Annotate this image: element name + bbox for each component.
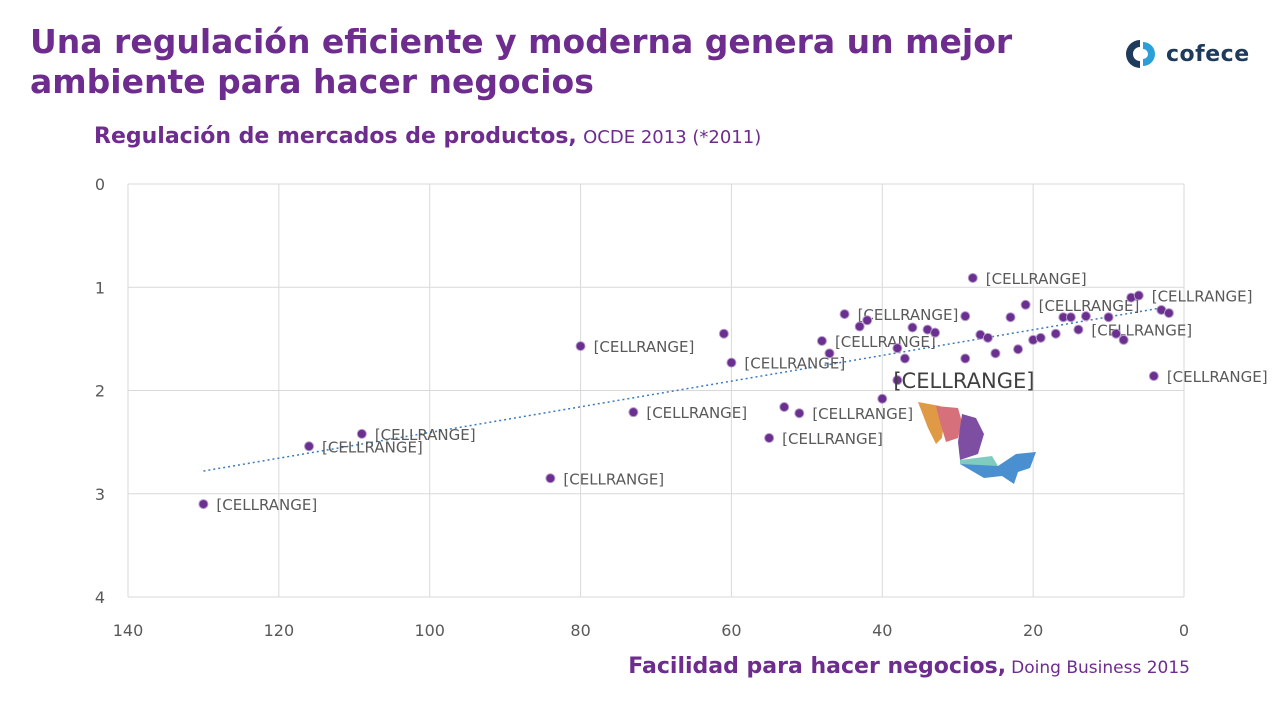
highlight-data-label: [CELLRANGE] [893,369,1034,393]
x-tick-label: 60 [721,621,741,640]
data-point [356,428,367,439]
data-point [1163,308,1174,319]
data-point [892,375,903,386]
data-point [1050,328,1061,339]
data-point [1073,324,1084,335]
y-tick-label: 3 [95,485,105,504]
data-point [1065,312,1076,323]
data-point [907,322,918,333]
data-point [545,473,556,484]
data-label: [CELLRANGE] [812,405,913,423]
map-region-southeast [960,452,1036,484]
data-label: [CELLRANGE] [216,496,317,514]
data-point [960,353,971,364]
data-point [1080,311,1091,322]
data-label: [CELLRANGE] [835,333,936,351]
data-point [982,332,993,343]
data-point [1133,290,1144,301]
y-tick-label: 0 [95,175,105,194]
mexico-map-icon [918,402,1036,484]
cofece-logo: cofece [1122,36,1250,72]
x-axis-title-light: Doing Business 2015 [1011,658,1190,678]
data-point [930,327,941,338]
x-tick-label: 80 [570,621,590,640]
data-point [1005,312,1016,323]
data-point [304,441,315,452]
data-point [877,393,888,404]
data-label: [CELLRANGE] [563,470,664,488]
cofece-logo-icon [1126,40,1155,68]
map-region-center [958,414,984,460]
data-point [794,408,805,419]
data-point [779,402,790,413]
data-label: [CELLRANGE] [322,438,423,456]
data-label: [CELLRANGE] [782,430,883,448]
x-tick-label: 20 [1023,621,1043,640]
data-label: [CELLRANGE] [646,404,747,422]
x-tick-label: 0 [1179,621,1189,640]
data-label: [CELLRANGE] [1091,322,1192,340]
data-point [718,328,729,339]
data-point [854,321,865,332]
chart-title-strong: Regulación de mercados de productos, [94,124,577,149]
data-point [198,499,209,510]
trendline [203,307,1162,472]
x-axis-title: Facilidad para hacer negocios, Doing Bus… [628,654,1190,679]
data-point [1020,299,1031,310]
data-point [990,348,1001,359]
logo-text: cofece [1166,41,1250,67]
data-point [899,353,910,364]
data-label: [CELLRANGE] [1039,297,1140,315]
x-tick-label: 140 [113,621,144,640]
x-axis-title-strong: Facilidad para hacer negocios, [628,654,1007,679]
slide-title: Una regulación eficiente y moderna gener… [30,22,1013,101]
data-point [575,341,586,352]
x-tick-label: 120 [264,621,295,640]
y-tick-label: 4 [95,588,105,607]
data-label: [CELLRANGE] [858,306,959,324]
data-point [1111,328,1122,339]
x-tick-label: 40 [872,621,892,640]
data-label: [CELLRANGE] [594,338,695,356]
data-point [824,348,835,359]
data-point [764,432,775,443]
data-label: [CELLRANGE] [1152,288,1253,306]
map-region-baja [918,402,944,444]
data-point [1103,312,1114,323]
y-tick-label: 1 [95,278,105,297]
data-point [1035,332,1046,343]
data-point [1013,344,1024,355]
data-point [960,311,971,322]
data-point [1118,334,1129,345]
data-point [839,309,850,320]
data-label: [CELLRANGE] [986,270,1087,288]
data-point [862,315,873,326]
data-label: [CELLRANGE] [375,426,476,444]
y-tick-label: 2 [95,382,105,401]
data-label: [CELLRANGE] [744,355,845,373]
chart-title: Regulación de mercados de productos, OCD… [94,124,761,149]
data-label: [CELLRANGE] [1167,368,1268,386]
data-point [628,407,639,418]
map-region-north [936,406,962,442]
data-point [967,272,978,283]
chart-title-light: OCDE 2013 (*2011) [583,127,762,148]
x-tick-label: 100 [414,621,445,640]
data-point [816,335,827,346]
data-point [1148,371,1159,382]
data-point [892,343,903,354]
data-point [726,357,737,368]
